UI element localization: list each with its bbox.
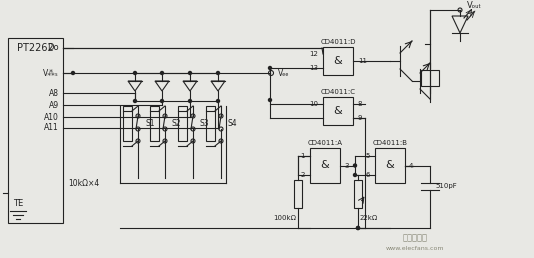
- Text: S3: S3: [200, 118, 210, 127]
- Text: www.elecfans.com: www.elecfans.com: [386, 246, 444, 251]
- Text: 6: 6: [365, 172, 370, 178]
- Polygon shape: [183, 81, 197, 91]
- Text: 10kΩ×4: 10kΩ×4: [68, 179, 99, 188]
- Text: A9: A9: [49, 101, 59, 109]
- Circle shape: [219, 114, 223, 118]
- Text: 11: 11: [358, 58, 367, 64]
- Text: A10: A10: [44, 112, 59, 122]
- Text: 4: 4: [409, 163, 413, 168]
- Circle shape: [134, 100, 137, 102]
- Bar: [375, 148, 405, 183]
- Circle shape: [269, 99, 271, 101]
- Circle shape: [191, 127, 195, 131]
- Text: S2: S2: [172, 118, 182, 127]
- Circle shape: [458, 8, 462, 12]
- Text: Do: Do: [48, 44, 59, 52]
- Circle shape: [161, 71, 163, 75]
- Circle shape: [354, 164, 357, 167]
- Bar: [123, 106, 132, 141]
- Circle shape: [219, 127, 223, 131]
- Polygon shape: [452, 16, 468, 33]
- Text: Vₑₑ: Vₑₑ: [278, 69, 289, 77]
- Bar: [323, 47, 353, 75]
- Text: CD4011:D: CD4011:D: [320, 39, 356, 45]
- Text: 510pF: 510pF: [435, 183, 457, 189]
- Circle shape: [357, 227, 359, 230]
- Bar: [323, 97, 353, 125]
- Bar: [310, 148, 340, 183]
- Text: CD4011:A: CD4011:A: [308, 140, 342, 146]
- Text: A8: A8: [49, 88, 59, 98]
- Circle shape: [269, 67, 271, 69]
- Circle shape: [216, 71, 219, 75]
- Polygon shape: [211, 81, 225, 91]
- Text: V⁂ₛ: V⁂ₛ: [43, 69, 59, 77]
- Circle shape: [354, 173, 357, 176]
- Circle shape: [191, 114, 195, 118]
- Text: Vₒᵤₜ: Vₒᵤₜ: [467, 2, 482, 11]
- Text: &: &: [320, 160, 329, 171]
- Bar: [421, 70, 439, 86]
- Text: S1: S1: [145, 118, 154, 127]
- Circle shape: [357, 227, 359, 230]
- Text: PT2262: PT2262: [17, 43, 54, 53]
- Circle shape: [72, 71, 75, 75]
- Text: CD4011:C: CD4011:C: [320, 89, 356, 95]
- Circle shape: [163, 114, 167, 118]
- Bar: [206, 106, 215, 141]
- Bar: [178, 106, 187, 141]
- Circle shape: [269, 70, 273, 76]
- Text: TE: TE: [13, 198, 23, 207]
- Text: 3: 3: [344, 163, 349, 168]
- Text: 2: 2: [301, 172, 305, 178]
- Circle shape: [189, 100, 192, 102]
- Circle shape: [136, 127, 140, 131]
- Circle shape: [163, 127, 167, 131]
- Text: 13: 13: [309, 65, 318, 71]
- Circle shape: [136, 139, 140, 143]
- Circle shape: [136, 114, 140, 118]
- Text: &: &: [386, 160, 395, 171]
- Text: &: &: [334, 56, 342, 66]
- Circle shape: [219, 139, 223, 143]
- Polygon shape: [128, 81, 142, 91]
- Circle shape: [163, 139, 167, 143]
- Text: 22kΩ: 22kΩ: [360, 215, 378, 221]
- Text: A11: A11: [44, 124, 59, 133]
- Text: CD4011:B: CD4011:B: [373, 140, 407, 146]
- Circle shape: [216, 100, 219, 102]
- Text: 电子发烧友: 电子发烧友: [403, 233, 428, 243]
- Polygon shape: [155, 81, 169, 91]
- Text: 9: 9: [358, 115, 363, 121]
- Text: 8: 8: [358, 101, 363, 107]
- Circle shape: [189, 71, 192, 75]
- Text: 12: 12: [309, 51, 318, 57]
- Bar: [150, 106, 159, 141]
- Text: &: &: [334, 106, 342, 116]
- Bar: [294, 180, 302, 208]
- Circle shape: [191, 139, 195, 143]
- Text: 5: 5: [366, 153, 370, 159]
- Text: S4: S4: [228, 118, 238, 127]
- Bar: [8, 38, 63, 223]
- Bar: [354, 180, 362, 208]
- Circle shape: [134, 71, 137, 75]
- Text: 1: 1: [301, 153, 305, 159]
- Text: 100kΩ: 100kΩ: [273, 215, 296, 221]
- Text: 10: 10: [309, 101, 318, 107]
- Circle shape: [161, 100, 163, 102]
